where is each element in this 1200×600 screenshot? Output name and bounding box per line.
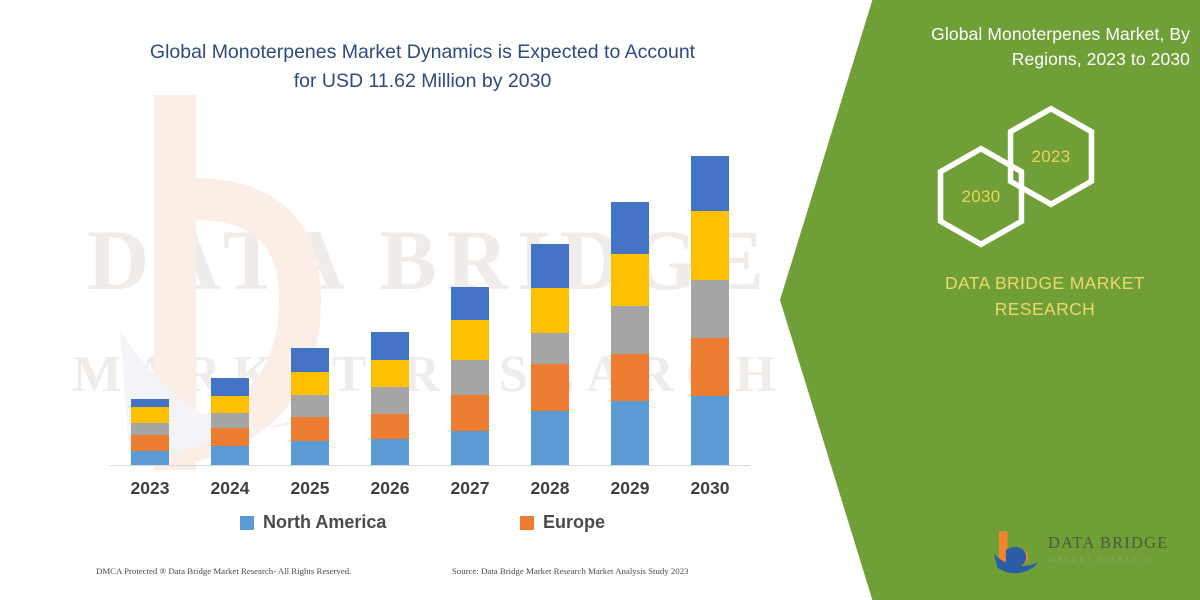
- bar-segment-middle-east-africa[interactable]: [691, 155, 729, 212]
- bar-segment-north-america[interactable]: [531, 410, 569, 466]
- bar-segment-asia-pacific[interactable]: [691, 279, 729, 338]
- bar-segment-middle-east-africa[interactable]: [291, 347, 329, 372]
- hexagon-2030-label: 2030: [961, 186, 1001, 206]
- bar-chart-plot: [110, 140, 750, 466]
- x-axis-label-2029: 2029: [610, 478, 650, 498]
- x-axis-label-2026: 2026: [370, 478, 410, 498]
- bar-segment-north-america[interactable]: [211, 445, 249, 466]
- bar-segment-asia-pacific[interactable]: [371, 387, 409, 414]
- x-axis-label-2030: 2030: [690, 478, 730, 498]
- logo-name: DATA BRIDGE: [1048, 533, 1169, 552]
- bar-2025[interactable]: [291, 347, 329, 466]
- bar-segment-south-america[interactable]: [451, 320, 489, 361]
- legend-label: North America: [263, 512, 387, 532]
- bar-segment-south-america[interactable]: [611, 253, 649, 306]
- bar-segment-north-america[interactable]: [371, 438, 409, 466]
- bar-segment-europe[interactable]: [371, 413, 409, 439]
- bar-2024[interactable]: [211, 378, 249, 466]
- bar-segment-middle-east-africa[interactable]: [611, 201, 649, 254]
- bar-segment-south-america[interactable]: [531, 287, 569, 333]
- bar-segment-asia-pacific[interactable]: [211, 413, 249, 429]
- bar-segment-europe[interactable]: [291, 416, 329, 441]
- bar-2029[interactable]: [611, 201, 649, 466]
- panel-title-line-2: Regions, 2023 to 2030: [1011, 49, 1190, 70]
- bar-segment-middle-east-africa[interactable]: [131, 398, 169, 408]
- bar-segment-middle-east-africa[interactable]: [371, 332, 409, 361]
- bar-segment-north-america[interactable]: [611, 400, 649, 466]
- panel-brand-text: DATA BRIDGE MARKET RESEARCH: [900, 270, 1190, 323]
- bar-segment-middle-east-africa[interactable]: [211, 378, 249, 397]
- bar-segment-europe[interactable]: [611, 353, 649, 401]
- x-axis-label-2025: 2025: [290, 478, 330, 498]
- bar-segment-middle-east-africa[interactable]: [531, 243, 569, 288]
- bar-segment-north-america[interactable]: [451, 430, 489, 466]
- bar-segment-south-america[interactable]: [291, 371, 329, 395]
- footer-source-text: Source: Data Bridge Market Research Mark…: [452, 566, 689, 576]
- bar-segment-south-america[interactable]: [131, 407, 169, 424]
- x-axis-label-2028: 2028: [530, 478, 570, 498]
- chart-legend: North America Europe: [110, 512, 750, 542]
- hexagon-2023: 2023: [1005, 105, 1097, 208]
- bar-segment-europe[interactable]: [211, 428, 249, 446]
- bar-segment-south-america[interactable]: [211, 396, 249, 414]
- panel-title-line-1: Global Monoterpenes Market, By: [931, 24, 1190, 44]
- logo-text: DATA BRIDGE MARKET RESEARCH: [1048, 533, 1169, 564]
- legend-swatch-icon: [520, 515, 534, 530]
- hexagon-group: 2030 2023: [925, 105, 1115, 248]
- legend-swatch-icon: [240, 515, 254, 530]
- bar-2026[interactable]: [371, 332, 409, 466]
- chart-title-line-1: Global Monoterpenes Market Dynamics is E…: [149, 41, 696, 63]
- x-axis-label-2024: 2024: [210, 478, 250, 498]
- bar-segment-north-america[interactable]: [131, 451, 169, 466]
- hexagon-outline-icon: [937, 145, 1025, 248]
- data-bridge-logo: DATA BRIDGE MARKET RESEARCH: [990, 528, 1190, 574]
- bar-2030[interactable]: [691, 155, 729, 466]
- x-axis-labels: 2023 2024 2025 2026 2027 2028 2029 2030: [110, 478, 750, 504]
- bar-2023[interactable]: [131, 398, 169, 466]
- hexagon-outline-icon: [1007, 105, 1095, 208]
- panel-brand-line-2: RESEARCH: [994, 299, 1096, 320]
- bar-segment-asia-pacific[interactable]: [611, 305, 649, 354]
- bar-segment-south-america[interactable]: [691, 211, 729, 280]
- x-axis-line: [110, 465, 750, 466]
- footer-dmca-text: DMCA Protected ® Data Bridge Market Rese…: [96, 566, 352, 576]
- bar-segment-asia-pacific[interactable]: [531, 332, 569, 364]
- bar-segment-europe[interactable]: [691, 337, 729, 396]
- bar-segment-middle-east-africa[interactable]: [451, 287, 489, 321]
- footer: DMCA Protected ® Data Bridge Market Rese…: [0, 566, 860, 590]
- logo-tagline: MARKET RESEARCH: [1048, 555, 1154, 564]
- bar-segment-asia-pacific[interactable]: [291, 394, 329, 417]
- x-axis-label-2023: 2023: [130, 478, 170, 498]
- bar-segment-north-america[interactable]: [291, 440, 329, 466]
- bar-segment-europe[interactable]: [131, 435, 169, 452]
- bar-segment-asia-pacific[interactable]: [131, 423, 169, 436]
- chart-title-line-2: for USD 11.62 Million by 2030: [293, 70, 552, 93]
- bar-2028[interactable]: [531, 243, 569, 466]
- green-side-panel: [780, 0, 1200, 600]
- panel-title: Global Monoterpenes Market, By Regions, …: [880, 22, 1190, 73]
- bar-segment-europe[interactable]: [531, 363, 569, 411]
- bar-segment-europe[interactable]: [451, 395, 489, 431]
- legend-label: Europe: [543, 512, 606, 532]
- legend-item-europe[interactable]: Europe: [520, 512, 605, 533]
- hexagon-2030: 2030: [935, 145, 1027, 248]
- bar-segment-asia-pacific[interactable]: [451, 360, 489, 396]
- panel-brand-line-1: DATA BRIDGE MARKET: [944, 273, 1146, 293]
- bar-2027[interactable]: [451, 287, 489, 466]
- hexagon-2023-label: 2023: [1031, 146, 1071, 166]
- legend-item-north-america[interactable]: North America: [240, 512, 386, 533]
- chart-title: Global Monoterpenes Market Dynamics is E…: [110, 38, 735, 97]
- bar-segment-south-america[interactable]: [371, 360, 409, 388]
- data-bridge-mark-icon: [993, 531, 1039, 574]
- bar-segment-north-america[interactable]: [691, 396, 729, 466]
- x-axis-label-2027: 2027: [450, 478, 490, 498]
